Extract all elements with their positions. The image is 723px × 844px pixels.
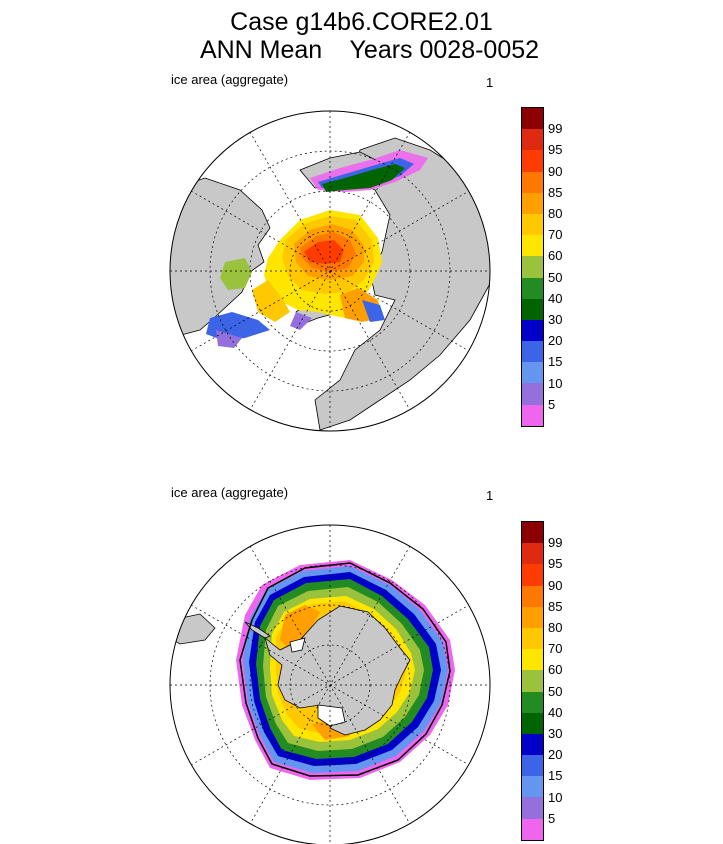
colorbar-label: 50 — [548, 269, 563, 285]
colorbar-swatch — [522, 733, 543, 756]
colorbar-label: 20 — [548, 747, 563, 763]
ice-weddell-80 — [280, 605, 320, 650]
colorbar-swatch — [522, 797, 543, 819]
colorbar-swatch — [522, 383, 543, 405]
colorbar-label: 60 — [548, 662, 563, 678]
ice-barents-blue — [362, 300, 385, 322]
colorbar-label: 50 — [548, 683, 563, 699]
plot-title-line1: Case g14b6.CORE2.01 — [230, 8, 493, 36]
ice-hudson — [220, 258, 252, 290]
weddell-ice-shelf — [289, 637, 306, 653]
colorbar-swatch — [522, 192, 543, 214]
colorbar-label: 80 — [548, 206, 563, 221]
colorbar-label: 80 — [548, 620, 563, 635]
colorbar-swatch — [522, 319, 543, 342]
colorbar-swatch — [522, 277, 543, 299]
land-antarctica — [264, 605, 411, 736]
colorbar-swatch — [522, 691, 543, 713]
colorbar-label: 5 — [548, 810, 556, 826]
colorbar-swatch — [522, 298, 543, 320]
colorbar-label: 70 — [548, 227, 563, 243]
colorbar-swatch — [522, 606, 543, 628]
colorbar-swatch — [522, 564, 543, 586]
colorbar-swatch — [522, 341, 543, 363]
south-panel-number: 1 — [486, 488, 494, 503]
ice-baffin — [252, 280, 290, 322]
colorbar-label: 5 — [548, 396, 556, 412]
south-panel-label: ice area (aggregate) — [171, 485, 289, 500]
colorbar-label: 90 — [548, 577, 563, 593]
south-colorbar — [521, 521, 544, 841]
colorbar-swatch — [522, 776, 543, 798]
colorbar-swatch — [522, 585, 543, 607]
colorbar-label: 40 — [548, 290, 563, 306]
colorbar-swatch — [522, 235, 543, 257]
south-map-border — [169, 524, 491, 844]
colorbar-label: 85 — [548, 598, 563, 614]
colorbar-label: 30 — [548, 726, 563, 741]
colorbar-swatch — [522, 627, 543, 650]
colorbar-swatch — [522, 171, 543, 193]
colorbar-label: 30 — [548, 312, 563, 327]
ice-greenland-east — [290, 312, 312, 330]
south-polar-map — [170, 525, 490, 844]
colorbar-swatch — [522, 670, 543, 692]
colorbar-label: 70 — [548, 641, 563, 657]
land-north-america — [170, 177, 271, 339]
colorbar-label: 15 — [548, 768, 563, 784]
colorbar-label: 20 — [548, 333, 563, 349]
colorbar-label: 10 — [548, 375, 563, 391]
colorbar-label: 95 — [548, 142, 563, 158]
colorbar-label: 95 — [548, 556, 563, 572]
land-antarctic-peninsula — [244, 621, 271, 639]
colorbar-label: 60 — [548, 248, 563, 264]
colorbar-swatch — [522, 213, 543, 236]
plot-title-line2: ANN Mean Years 0028-0052 — [199, 36, 540, 64]
colorbar-swatch — [522, 150, 543, 172]
ice-arctic-95 — [304, 240, 344, 264]
colorbar-swatch — [522, 256, 543, 278]
colorbar-swatch — [522, 404, 543, 426]
colorbar-swatch — [522, 362, 543, 384]
colorbar-swatch — [522, 712, 543, 734]
colorbar-swatch — [522, 818, 543, 840]
land-eurasia — [314, 137, 490, 431]
north-colorbar — [521, 107, 544, 427]
colorbar-swatch — [522, 755, 543, 777]
north-map-border — [169, 110, 491, 432]
colorbar-swatch — [522, 522, 543, 544]
observed-ice-edge — [239, 562, 451, 777]
colorbar-label: 40 — [548, 704, 563, 720]
colorbar-label: 85 — [548, 184, 563, 200]
north-panel-number: 1 — [486, 75, 494, 90]
ice-bering-green — [322, 164, 405, 192]
colorbar-swatch — [522, 129, 543, 151]
colorbar-swatch — [522, 649, 543, 671]
colorbar-label: 99 — [548, 121, 563, 137]
north-polar-map — [170, 111, 490, 431]
colorbar-label: 99 — [548, 535, 563, 551]
colorbar-label: 15 — [548, 354, 563, 370]
ice-labrador-fringe — [216, 330, 242, 348]
colorbar-swatch — [522, 108, 543, 130]
colorbar-label: 90 — [548, 163, 563, 179]
colorbar-label: 10 — [548, 789, 563, 805]
colorbar-swatch — [522, 543, 543, 565]
north-panel-label: ice area (aggregate) — [171, 72, 289, 87]
